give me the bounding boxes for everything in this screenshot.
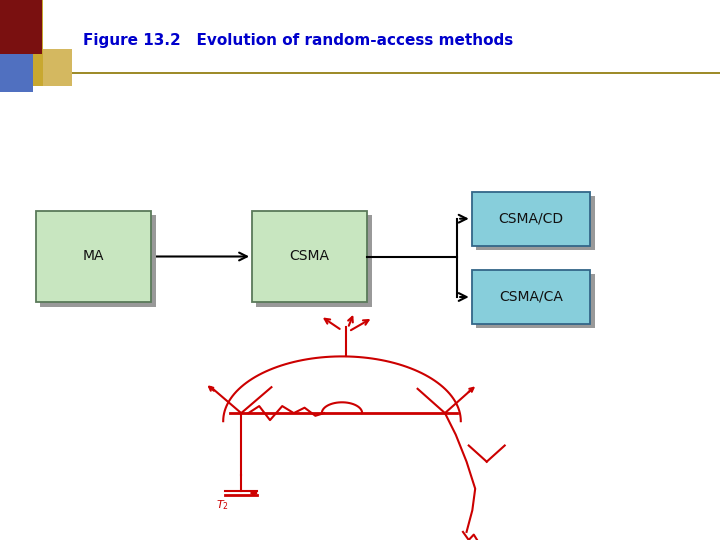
Bar — [0, 0, 42, 54]
Bar — [29, 49, 72, 86]
Text: CSMA/CD: CSMA/CD — [498, 212, 564, 226]
Bar — [0, 51, 33, 92]
Bar — [40, 215, 156, 307]
Text: CSMA/CA: CSMA/CA — [499, 290, 563, 304]
Bar — [29, 0, 43, 86]
Bar — [256, 215, 372, 307]
Bar — [252, 211, 367, 302]
Text: Figure 13.2   Evolution of random-access methods: Figure 13.2 Evolution of random-access m… — [83, 33, 513, 48]
Text: CSMA: CSMA — [289, 249, 330, 264]
Bar — [472, 192, 590, 246]
Bar — [36, 211, 151, 302]
Bar — [476, 196, 595, 250]
Text: $T_2$: $T_2$ — [216, 498, 229, 512]
Bar — [472, 270, 590, 324]
Text: MA: MA — [83, 249, 104, 264]
Bar — [476, 274, 595, 328]
